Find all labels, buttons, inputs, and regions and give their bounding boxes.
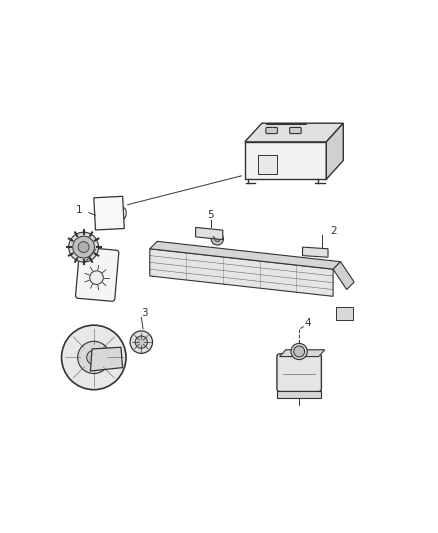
- Circle shape: [135, 336, 148, 348]
- FancyBboxPatch shape: [277, 354, 321, 392]
- Polygon shape: [279, 350, 325, 357]
- Text: 2: 2: [330, 226, 336, 236]
- Bar: [94, 196, 124, 230]
- Circle shape: [78, 241, 89, 253]
- Polygon shape: [245, 142, 326, 179]
- Circle shape: [73, 236, 95, 258]
- Bar: [258, 156, 277, 174]
- Polygon shape: [333, 262, 354, 289]
- Polygon shape: [303, 247, 328, 257]
- Circle shape: [61, 325, 126, 390]
- FancyBboxPatch shape: [277, 391, 321, 398]
- FancyBboxPatch shape: [75, 247, 119, 301]
- FancyBboxPatch shape: [266, 127, 277, 134]
- Text: 3: 3: [141, 308, 148, 318]
- FancyBboxPatch shape: [290, 127, 301, 134]
- Polygon shape: [245, 123, 343, 142]
- Polygon shape: [150, 249, 333, 296]
- Circle shape: [69, 232, 99, 262]
- Circle shape: [294, 346, 304, 357]
- Polygon shape: [326, 123, 343, 179]
- Bar: [336, 306, 353, 320]
- Circle shape: [90, 271, 103, 285]
- Text: 5: 5: [208, 210, 214, 220]
- Text: 4: 4: [304, 318, 311, 328]
- Polygon shape: [196, 228, 223, 240]
- Circle shape: [130, 331, 152, 353]
- Circle shape: [78, 341, 110, 374]
- Circle shape: [215, 236, 220, 241]
- Polygon shape: [150, 241, 341, 269]
- Circle shape: [87, 350, 101, 365]
- Circle shape: [211, 233, 223, 245]
- Polygon shape: [90, 347, 123, 371]
- Text: 1: 1: [76, 205, 83, 215]
- Circle shape: [291, 343, 307, 360]
